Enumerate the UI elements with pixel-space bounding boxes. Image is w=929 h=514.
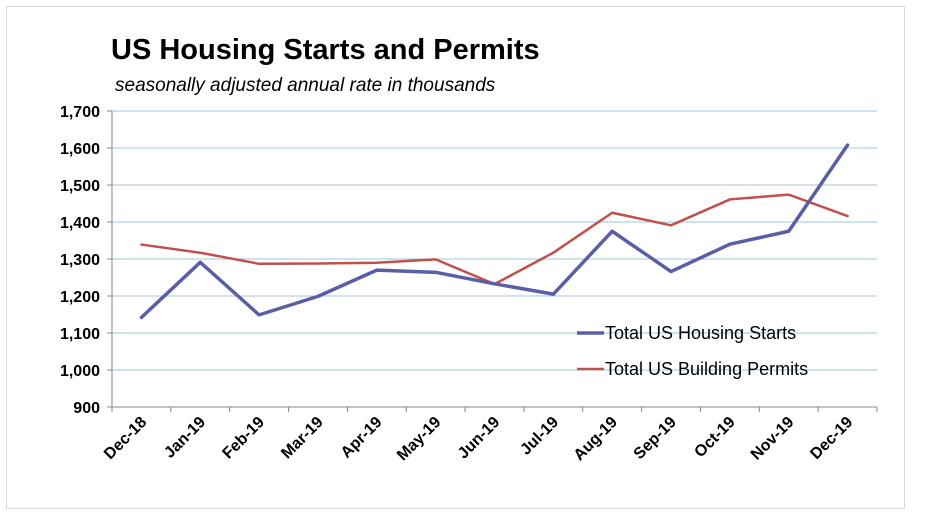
x-tick-label: Oct-19 xyxy=(691,414,738,461)
y-tick-label: 1,500 xyxy=(60,178,100,195)
y-tick-label: 1,100 xyxy=(60,326,100,343)
x-tick-label: May-19 xyxy=(394,414,444,464)
series-lines xyxy=(139,143,850,320)
y-tick-label: 1,700 xyxy=(60,104,100,121)
x-tick-label: Feb-19 xyxy=(219,414,268,463)
x-tick-label: Dec-18 xyxy=(101,414,150,463)
axes xyxy=(107,110,878,412)
line-chart: US Housing Starts and Permits seasonally… xyxy=(60,34,878,464)
legend-label: Total US Building Permits xyxy=(605,359,808,379)
x-tick-label: Nov-19 xyxy=(748,414,798,464)
x-tick-label: Sep-19 xyxy=(631,414,680,463)
y-tick-label: 1,200 xyxy=(60,289,100,306)
y-tick-label: 900 xyxy=(73,400,100,417)
y-tick-label: 1,400 xyxy=(60,215,100,232)
legend-label: Total US Housing Starts xyxy=(605,323,796,343)
chart-frame: US Housing Starts and Permits seasonally… xyxy=(6,6,905,509)
x-tick-label: Dec-19 xyxy=(807,414,856,463)
y-tick-label: 1,000 xyxy=(60,363,100,380)
legend: Total US Housing Starts Total US Building… xyxy=(577,323,808,379)
y-axis-ticks: 900 1,000 1,100 1,200 1,300 1,400 1,500 1,600 1,… xyxy=(60,104,100,417)
x-axis-ticks: Dec-18 Jan-19 Feb-19 Mar-19 Apr-19 May-19 Jun-… xyxy=(101,414,856,464)
y-tick-label: 1,300 xyxy=(60,252,100,269)
chart-subtitle: seasonally adjusted annual rate in thous… xyxy=(115,75,496,96)
x-tick-label: Jul-19 xyxy=(517,414,562,459)
x-tick-label: Jan-19 xyxy=(161,414,209,462)
x-tick-label: Mar-19 xyxy=(278,414,327,463)
series-line-total-us-housing-starts xyxy=(139,143,850,320)
chart-title: US Housing Starts and Permits xyxy=(111,34,540,66)
x-tick-label: Jun-19 xyxy=(455,414,504,463)
y-tick-label: 1,600 xyxy=(60,141,100,158)
x-tick-label: Aug-19 xyxy=(571,414,621,464)
x-tick-label: Apr-19 xyxy=(338,414,386,462)
series-line-total-us-building-permits xyxy=(140,193,849,286)
